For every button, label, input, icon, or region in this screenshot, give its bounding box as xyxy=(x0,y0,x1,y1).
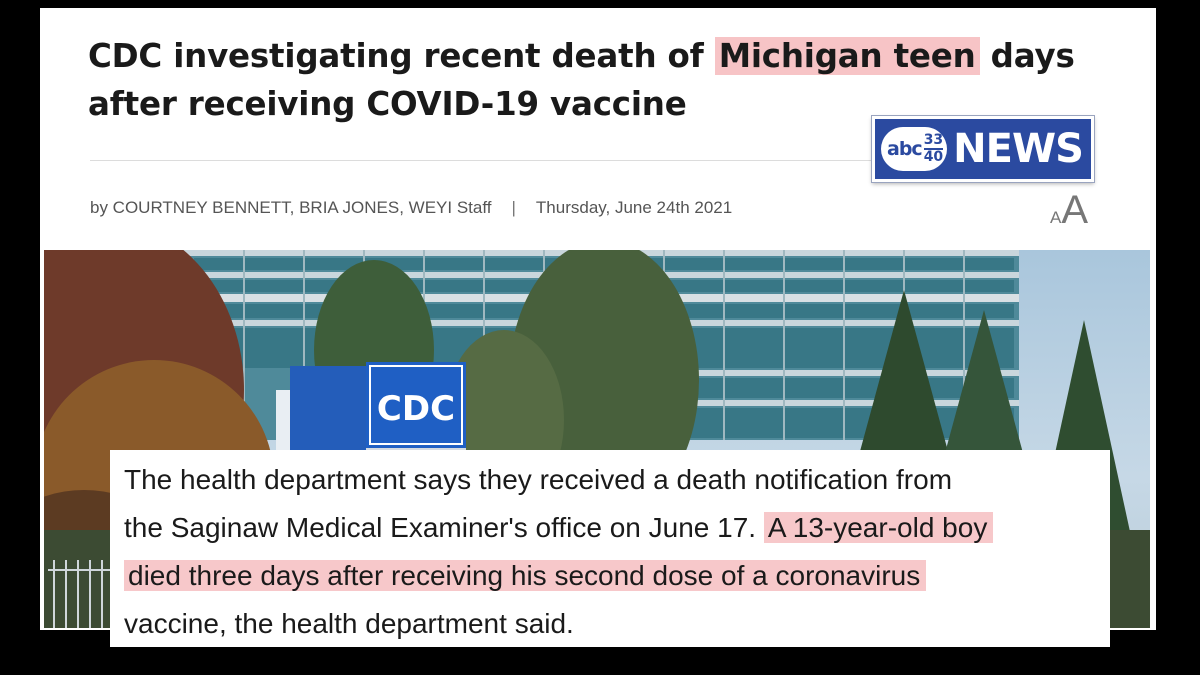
logo-channel-numbers: 33 40 xyxy=(923,132,944,165)
byline-authors: by COURTNEY BENNETT, BRIA JONES, WEYI St… xyxy=(90,198,492,217)
quote-box: The health department says they received… xyxy=(110,450,1110,647)
font-size-large-icon[interactable]: A xyxy=(1061,188,1089,232)
cdc-sign-text: CDC xyxy=(377,389,455,429)
quote-line-3: died three days after receiving his seco… xyxy=(124,552,1096,600)
headline-text-before: CDC investigating recent death of xyxy=(88,37,704,75)
quote-line-1: The health department says they received… xyxy=(124,464,953,495)
quote-line-4: vaccine, the health department said. xyxy=(124,608,574,639)
quote-highlight-2: died three days after receiving his seco… xyxy=(124,560,927,591)
abc-news-logo: abc 33 40 NEWS xyxy=(872,116,1094,182)
byline-date: Thursday, June 24th 2021 xyxy=(535,198,733,217)
quote-highlight-1: A 13-year-old boy xyxy=(763,512,994,543)
abc-badge: abc 33 40 xyxy=(881,127,948,171)
font-size-small-icon[interactable]: A xyxy=(1050,208,1062,227)
headline-highlight: Michigan teen xyxy=(714,37,980,75)
font-size-toggle[interactable]: AA xyxy=(1050,188,1088,233)
logo-num-bottom: 40 xyxy=(923,149,944,165)
byline-separator: | xyxy=(511,198,516,217)
logo-news-text: NEWS xyxy=(953,126,1084,172)
headline: CDC investigating recent death of Michig… xyxy=(88,32,1098,128)
divider xyxy=(90,160,1080,161)
headline-line2: after receiving COVID-19 vaccine xyxy=(88,85,687,123)
byline: by COURTNEY BENNETT, BRIA JONES, WEYI St… xyxy=(90,198,732,218)
logo-num-top: 33 xyxy=(923,132,944,150)
logo-abc-text: abc xyxy=(887,138,923,160)
quote-line-2-plain: the Saginaw Medical Examiner's office on… xyxy=(124,512,757,543)
headline-text-after: days xyxy=(990,37,1075,75)
quote-line-2: the Saginaw Medical Examiner's office on… xyxy=(124,504,1096,552)
